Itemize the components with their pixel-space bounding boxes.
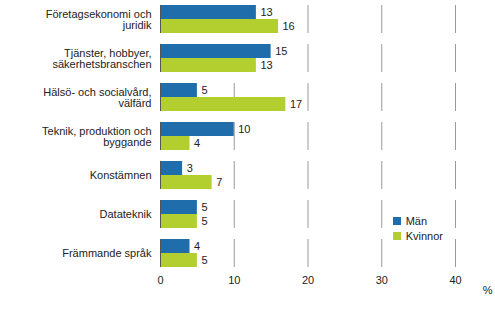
svg-text:Datateknik: Datateknik	[100, 208, 152, 220]
svg-text:4: 4	[194, 240, 200, 252]
svg-text:Teknik, produktion ochbyggande: Teknik, produktion ochbyggande	[42, 125, 151, 148]
svg-text:5: 5	[201, 84, 207, 96]
svg-text:Konstämnen: Konstämnen	[90, 169, 152, 181]
svg-text:5: 5	[201, 215, 207, 227]
svg-text:20: 20	[302, 274, 314, 286]
svg-text:0: 0	[157, 274, 163, 286]
svg-text:13: 13	[260, 59, 272, 71]
svg-text:5: 5	[201, 201, 207, 213]
svg-text:Företagsekonomi ochjuridik: Företagsekonomi ochjuridik	[46, 8, 152, 31]
svg-text:3: 3	[187, 162, 193, 174]
svg-text:10: 10	[228, 274, 240, 286]
svg-text:4: 4	[194, 137, 200, 149]
svg-text:16: 16	[283, 20, 295, 32]
svg-text:17: 17	[290, 98, 302, 110]
svg-text:Främmande språk: Främmande språk	[62, 247, 152, 259]
svg-text:40: 40	[449, 274, 461, 286]
html-text:Män: Män	[405, 215, 428, 227]
svg-text:10: 10	[238, 123, 250, 135]
svg-text:30: 30	[376, 274, 388, 286]
svg-text:Tjänster, hobbyer,säkerhetsbra: Tjänster, hobbyer,säkerhetsbranschen	[52, 47, 151, 70]
svg-text:5: 5	[201, 254, 207, 266]
svg-text:15: 15	[275, 45, 287, 57]
svg-text:%: %	[483, 284, 493, 296]
svg-text:13: 13	[260, 6, 272, 18]
html-text:Kvinnor: Kvinnor	[405, 230, 443, 242]
svg-text:7: 7	[216, 176, 222, 188]
svg-text:Hälsö- och socialvård,välfärd: Hälsö- och socialvård,välfärd	[43, 86, 151, 109]
